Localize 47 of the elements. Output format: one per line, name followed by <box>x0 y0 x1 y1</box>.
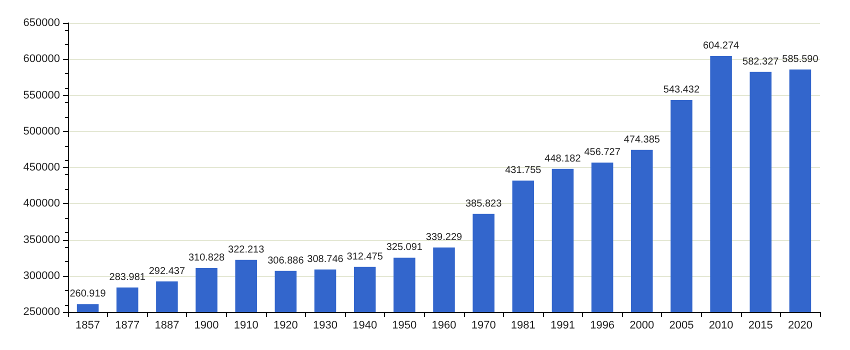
data-label: 312.475 <box>346 251 384 262</box>
x-tick-label: 1887 <box>154 320 180 332</box>
x-tick-label: 1991 <box>550 320 575 332</box>
y-tick-label: 600000 <box>23 53 60 66</box>
data-label: 322.213 <box>228 244 265 256</box>
data-label: 456.727 <box>584 147 621 158</box>
x-tick-label: 2005 <box>669 320 694 332</box>
data-label: 474.385 <box>624 134 660 146</box>
data-label: 585.590 <box>782 54 819 66</box>
data-label: 306.886 <box>268 255 304 266</box>
y-tick-label: 250000 <box>23 306 60 318</box>
data-label: 385.823 <box>466 198 502 210</box>
data-label: 431.755 <box>505 165 542 176</box>
y-tick-label: 400000 <box>23 198 60 210</box>
y-tick-label: 300000 <box>23 270 60 282</box>
x-tick-label: 1960 <box>432 320 456 332</box>
data-label: 308.746 <box>307 254 344 266</box>
x-tick-label: 2000 <box>630 320 654 332</box>
data-label: 292.437 <box>148 266 186 277</box>
data-label: 260.919 <box>70 288 106 300</box>
x-tick-label: 1900 <box>194 320 219 332</box>
x-tick-label: 1950 <box>392 320 417 332</box>
x-tick-label: 1920 <box>273 320 298 332</box>
x-tick-label: 1910 <box>234 320 258 332</box>
x-tick-label: 1981 <box>510 320 536 332</box>
data-label: 283.981 <box>109 272 146 283</box>
x-tick-label: 1940 <box>352 320 378 332</box>
data-label: 325.091 <box>386 242 423 254</box>
data-label: 604.274 <box>702 40 740 52</box>
x-tick-label: 1970 <box>471 320 496 332</box>
x-tick-label: 1996 <box>590 320 615 332</box>
x-tick-label: 1877 <box>115 320 140 332</box>
x-tick-label: 2010 <box>708 320 734 332</box>
x-tick-label: 2015 <box>748 320 773 332</box>
y-tick-label: 350000 <box>23 234 60 246</box>
y-tick-label: 550000 <box>23 89 60 102</box>
y-tick-label: 500000 <box>23 125 60 138</box>
y-tick-label: 650000 <box>23 17 60 29</box>
x-tick-label: 1857 <box>76 320 100 332</box>
x-tick-label: 1930 <box>313 320 338 332</box>
data-label: 543.432 <box>663 84 700 96</box>
data-label: 310.828 <box>188 252 226 264</box>
data-label: 582.327 <box>742 56 780 68</box>
data-label: 339.229 <box>426 232 463 244</box>
x-tick-label: 2020 <box>788 320 812 332</box>
data-label: 448.182 <box>544 153 582 164</box>
y-tick-label: 450000 <box>23 162 60 174</box>
